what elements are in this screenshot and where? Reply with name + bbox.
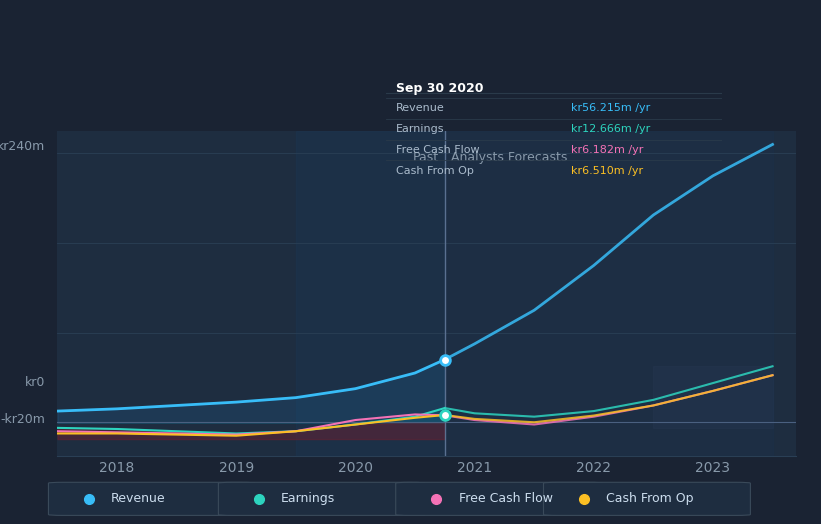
FancyBboxPatch shape xyxy=(218,482,425,516)
FancyBboxPatch shape xyxy=(48,482,255,516)
Text: Free Cash Flow: Free Cash Flow xyxy=(459,492,553,505)
Text: Revenue: Revenue xyxy=(396,103,445,114)
Text: -kr20m: -kr20m xyxy=(0,413,45,425)
FancyBboxPatch shape xyxy=(396,482,603,516)
Text: kr0: kr0 xyxy=(25,376,45,389)
Text: kr6.510m /yr: kr6.510m /yr xyxy=(571,166,643,176)
Text: Free Cash Flow: Free Cash Flow xyxy=(396,145,479,155)
Text: Past: Past xyxy=(413,151,439,165)
Text: Earnings: Earnings xyxy=(396,124,444,134)
Text: Sep 30 2020: Sep 30 2020 xyxy=(396,82,484,95)
Text: Cash From Op: Cash From Op xyxy=(396,166,474,176)
Text: Cash From Op: Cash From Op xyxy=(606,492,694,505)
Text: Earnings: Earnings xyxy=(281,492,336,505)
Text: kr56.215m /yr: kr56.215m /yr xyxy=(571,103,650,114)
Text: kr12.666m /yr: kr12.666m /yr xyxy=(571,124,650,134)
Bar xyxy=(445,131,773,456)
Text: kr240m: kr240m xyxy=(0,140,45,153)
Text: Analysts Forecasts: Analysts Forecasts xyxy=(451,151,567,165)
Bar xyxy=(296,131,445,456)
Text: Revenue: Revenue xyxy=(112,492,166,505)
Text: kr6.182m /yr: kr6.182m /yr xyxy=(571,145,644,155)
FancyBboxPatch shape xyxy=(544,482,750,516)
